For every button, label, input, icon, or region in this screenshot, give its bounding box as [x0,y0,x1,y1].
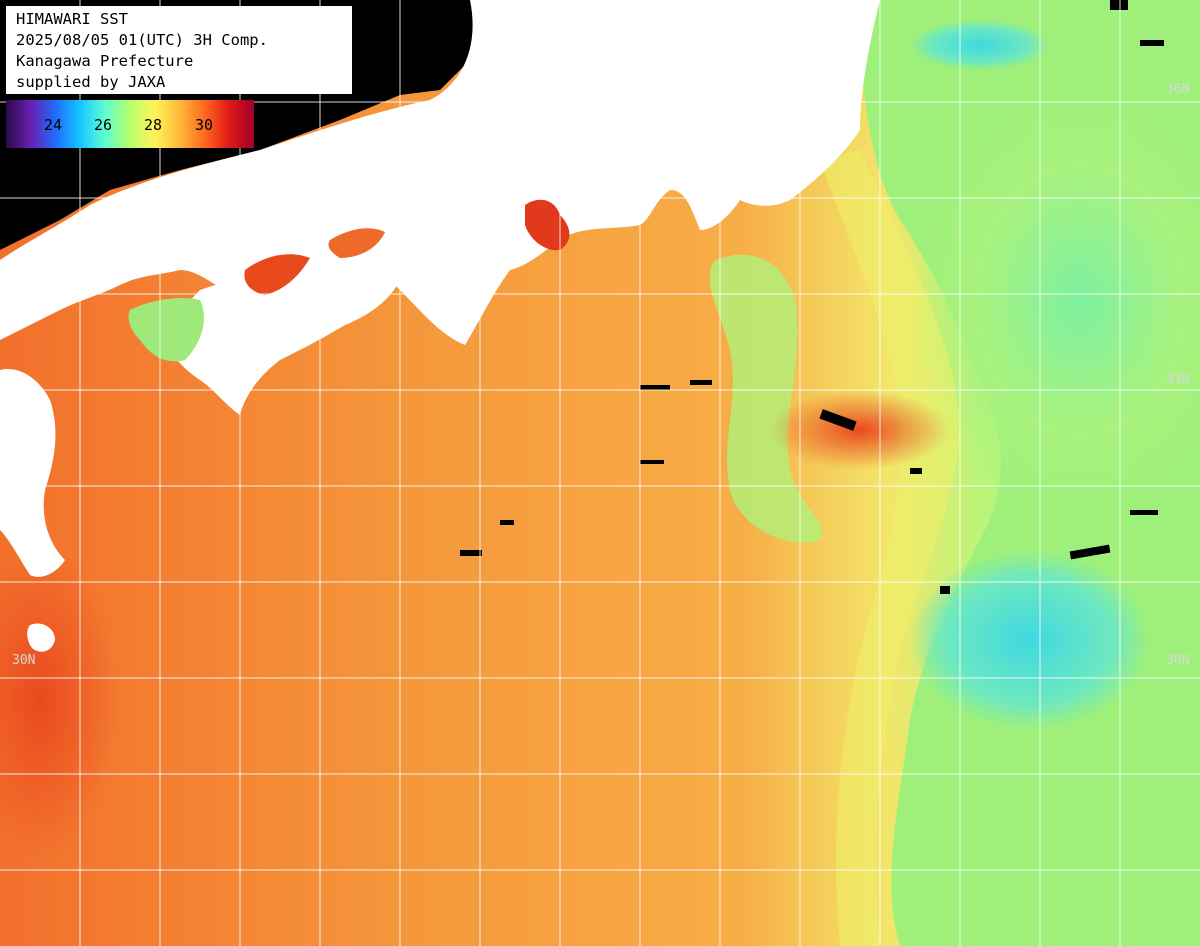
cold-patch [910,550,1150,730]
info-title: HIMAWARI SST [16,10,128,28]
legend-tick-28: 28 [144,116,163,134]
hot-patch-center [770,390,950,470]
cool-patch [910,80,1200,520]
info-box: HIMAWARI SST 2025/08/05 01(UTC) 3H Comp.… [6,6,352,94]
legend-tick-30: 30 [195,116,214,134]
info-credit: supplied by JAXA [16,73,166,91]
land-kyushu [0,369,65,577]
land-tanegashima [27,623,55,652]
cool-inland-sea [128,298,205,362]
land-izu [744,143,775,187]
color-scale-bar [6,100,254,148]
warm-bay-west [244,254,310,295]
lat-label-30n-right: 30N [1166,653,1190,668]
warm-bay-osaka [328,228,385,258]
lat-label-36n-right: 36N [1166,82,1190,97]
lat-label-30n-left: 30N [12,653,36,668]
cold-patch-north [910,20,1050,70]
info-datetime: 2025/08/05 01(UTC) 3H Comp. [16,31,268,49]
land-shikoku [165,240,400,415]
land-honshu [0,0,880,345]
warm-bay-ise [525,199,570,251]
cool-tongue [709,254,823,543]
cloud-specks [460,0,1164,594]
hot-patch-west [0,540,120,860]
color-scale-legend: 24 26 28 30 [6,100,254,148]
transition-band [820,150,960,946]
legend-tick-26: 26 [94,116,113,134]
legend-tick-24: 24 [44,116,63,134]
info-region: Kanagawa Prefecture [16,52,194,70]
lat-label-33n-right: 33N [1166,372,1190,387]
